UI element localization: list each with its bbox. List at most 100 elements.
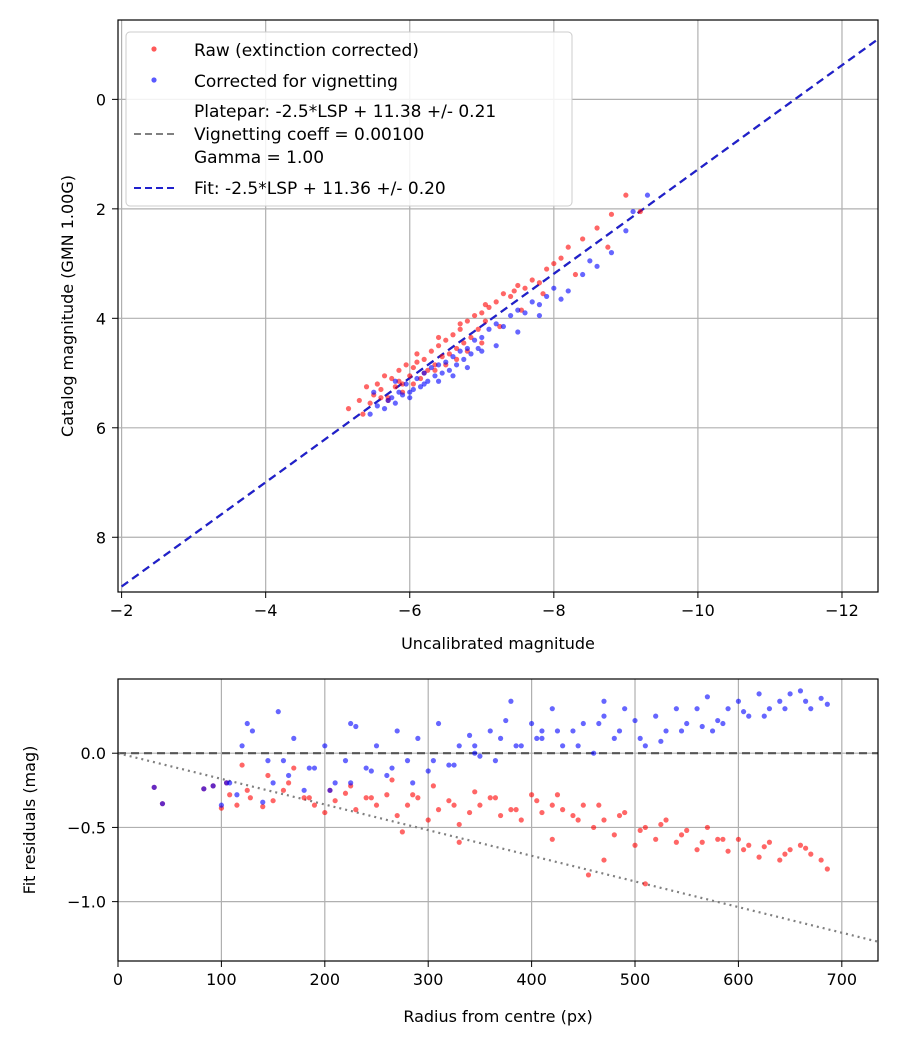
- raw-point: [694, 847, 700, 853]
- corrected-point: [808, 706, 814, 712]
- corrected-point: [608, 250, 615, 256]
- y-tick-label: 8: [96, 528, 106, 547]
- raw-point: [435, 334, 442, 341]
- corrected-point: [658, 738, 664, 744]
- residuals-scatter-chart: 0 100 200 300 400 500 600 700 0.0 −0.5 −1.0 Radius…: [20, 678, 879, 1026]
- raw-point: [453, 356, 460, 362]
- raw-point: [549, 802, 555, 808]
- corrected-point: [704, 694, 710, 700]
- corrected-point: [417, 384, 424, 390]
- corrected-point: [210, 783, 216, 789]
- corrected-point: [443, 359, 449, 365]
- raw-point: [808, 851, 814, 857]
- corrected-point: [580, 720, 586, 727]
- raw-point: [443, 337, 449, 343]
- x-tick-label: −12: [825, 601, 859, 620]
- corrected-point: [451, 762, 457, 768]
- raw-point: [487, 795, 493, 801]
- corrected-point: [630, 208, 636, 215]
- raw-point: [464, 318, 470, 324]
- legend-label-raw: Raw (extinction corrected): [194, 41, 419, 61]
- corrected-point: [551, 285, 557, 291]
- corrected-point: [464, 345, 470, 352]
- corrected-point: [407, 389, 413, 395]
- raw-point: [663, 817, 669, 823]
- corrected-point: [435, 378, 442, 384]
- raw-point: [363, 384, 370, 390]
- raw-point: [265, 772, 271, 779]
- corrected-point: [694, 706, 700, 712]
- raw-point: [301, 795, 307, 801]
- corrected-point: [468, 351, 474, 357]
- raw-point: [787, 847, 793, 853]
- corrected-point: [497, 735, 504, 741]
- raw-point: [373, 802, 380, 808]
- corrected-point: [435, 362, 442, 368]
- raw-point: [572, 271, 579, 278]
- corrected-point: [486, 326, 492, 332]
- y-tick-label: 2: [96, 200, 106, 219]
- corrected-point: [529, 720, 535, 727]
- raw-point: [622, 809, 628, 816]
- corrected-point: [439, 370, 445, 376]
- corrected-point: [218, 802, 225, 808]
- corrected-point: [389, 395, 395, 401]
- corrected-point: [450, 354, 456, 360]
- corrected-point: [367, 411, 373, 417]
- corrected-point: [539, 728, 545, 734]
- corrected-point: [404, 758, 411, 764]
- corrected-point: [394, 728, 400, 734]
- raw-point: [360, 411, 366, 417]
- corrected-point: [740, 709, 747, 715]
- corrected-point: [766, 706, 773, 712]
- raw-point: [475, 326, 481, 332]
- raw-point: [653, 836, 659, 842]
- corrected-point: [363, 765, 369, 771]
- raw-point: [234, 802, 240, 808]
- y-tick-label: −0.5: [67, 818, 106, 837]
- corrected-point: [457, 348, 463, 354]
- corrected-point: [403, 381, 409, 387]
- raw-point: [673, 839, 679, 845]
- top-x-axis-label: Uncalibrated magnitude: [401, 634, 595, 653]
- corrected-point: [580, 271, 586, 278]
- x-tick-label: 300: [413, 970, 444, 989]
- bottom-ticks: 0 100 200 300 400 500 600 700 0.0 −0.5 −1.0: [67, 744, 857, 989]
- raw-point: [468, 334, 474, 341]
- raw-point: [539, 809, 545, 816]
- raw-point: [291, 765, 297, 771]
- raw-point: [515, 282, 521, 289]
- x-tick-label: 200: [310, 970, 341, 989]
- corrected-point: [601, 698, 607, 704]
- corrected-point: [389, 765, 395, 771]
- corrected-point: [464, 364, 470, 371]
- raw-point: [558, 255, 564, 261]
- legend: Raw (extinction corrected) Corrected for…: [125, 31, 573, 207]
- corrected-point: [414, 375, 420, 382]
- x-tick-label: 400: [516, 970, 547, 989]
- corrected-point: [472, 750, 478, 756]
- corrected-point: [201, 786, 207, 792]
- corrected-point: [678, 728, 685, 734]
- x-tick-label: 0: [113, 970, 123, 989]
- raw-point: [410, 364, 416, 371]
- raw-point: [417, 375, 424, 382]
- raw-point: [605, 244, 611, 250]
- raw-point: [415, 795, 421, 801]
- corrected-point: [342, 758, 349, 764]
- corrected-point: [410, 780, 416, 786]
- raw-point: [632, 842, 638, 848]
- corrected-point: [560, 743, 566, 749]
- raw-point: [414, 359, 420, 365]
- corrected-point: [301, 787, 307, 793]
- raw-point: [367, 400, 373, 406]
- corrected-point: [456, 743, 462, 749]
- corrected-point: [477, 753, 483, 759]
- x-tick-label: −6: [398, 601, 422, 620]
- corrected-point: [558, 296, 564, 302]
- legend-label-platepar-line2: Vignetting coeff = 0.00100: [194, 125, 424, 145]
- raw-point: [678, 832, 685, 838]
- legend-label-fit: Fit: -2.5*LSP + 11.36 +/- 0.20: [194, 179, 446, 199]
- x-tick-label: 700: [827, 970, 858, 989]
- corrected-point: [280, 758, 287, 764]
